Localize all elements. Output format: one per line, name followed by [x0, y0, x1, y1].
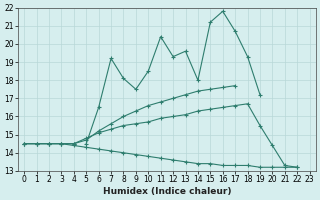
X-axis label: Humidex (Indice chaleur): Humidex (Indice chaleur)	[103, 187, 231, 196]
